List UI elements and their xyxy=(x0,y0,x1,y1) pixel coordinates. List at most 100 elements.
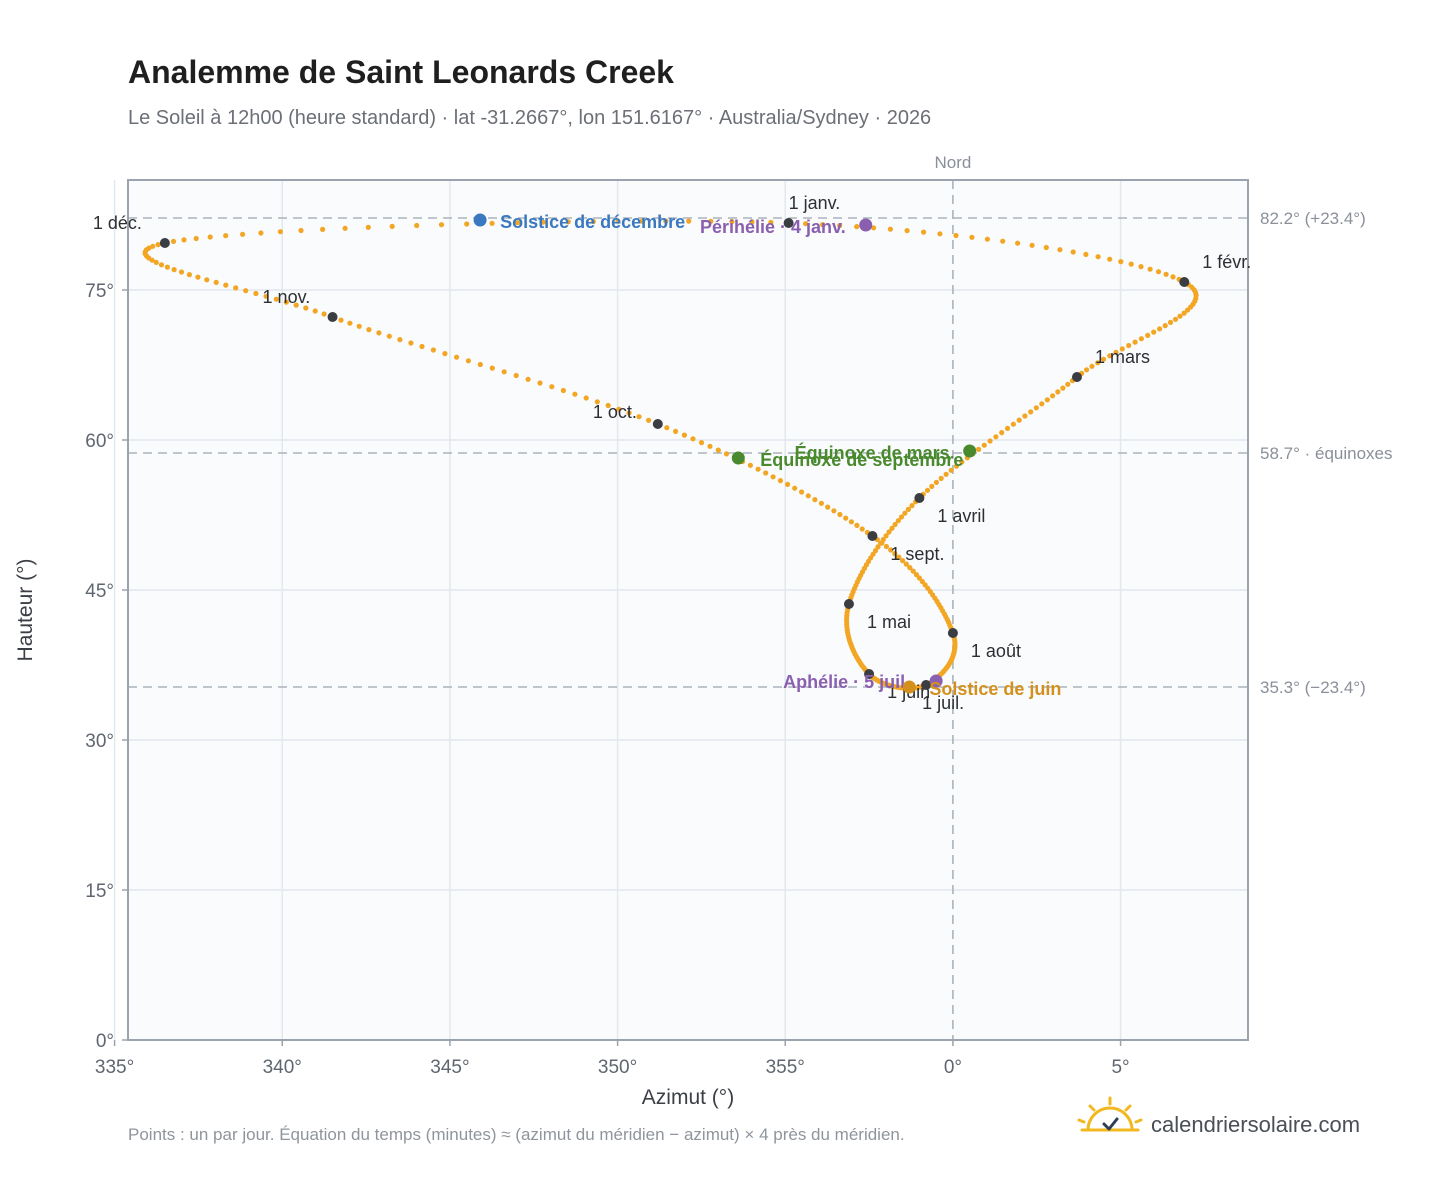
daily-sun-point xyxy=(749,219,755,225)
daily-sun-point xyxy=(164,264,170,270)
daily-sun-point xyxy=(909,503,915,509)
month-marker xyxy=(843,599,854,609)
chart-title: Analemme de Saint Leonards Creek xyxy=(128,54,674,90)
daily-sun-point xyxy=(837,511,843,518)
daily-sun-point xyxy=(943,471,949,477)
daily-sun-point xyxy=(892,551,898,557)
daily-sun-point xyxy=(1004,425,1011,431)
daily-sun-point xyxy=(673,428,679,434)
daily-sun-point xyxy=(616,406,622,412)
month-marker xyxy=(864,669,875,679)
daily-sun-point xyxy=(312,308,318,314)
daily-sun-point xyxy=(204,277,210,283)
daily-sun-point xyxy=(615,218,621,224)
daily-sun-point xyxy=(646,417,652,423)
daily-sun-point xyxy=(1151,329,1157,335)
event-label: Solstice de décembre xyxy=(500,212,685,232)
daily-sun-point xyxy=(277,229,283,235)
daily-sun-point xyxy=(1083,251,1089,257)
month-marker xyxy=(921,680,932,690)
daily-sun-point xyxy=(1065,381,1071,387)
daily-sun-point xyxy=(879,540,885,546)
daily-sun-point xyxy=(150,243,156,249)
reference-line-label: 35.3° (−23.4°) xyxy=(1260,678,1366,697)
daily-sun-point xyxy=(298,227,304,234)
daily-sun-point xyxy=(883,533,889,539)
daily-sun-point xyxy=(910,568,916,574)
event-label: Périhélie · 4 janv. xyxy=(700,217,846,237)
daily-sun-point xyxy=(1089,363,1095,369)
x-tick-label: 0° xyxy=(944,1057,962,1078)
y-tick-label: 30° xyxy=(85,731,114,752)
daily-sun-point xyxy=(514,220,521,226)
event-label: Équinoxe de mars xyxy=(795,442,950,463)
daily-sun-point xyxy=(854,224,860,230)
daily-sun-point xyxy=(763,470,769,476)
daily-sun-point xyxy=(1095,254,1101,260)
reference-lines: 82.2° (+23.4°) 58.7° · équinoxes 35.3° (−2… xyxy=(128,209,1393,697)
daily-sun-point xyxy=(937,231,943,237)
daily-sun-point xyxy=(153,259,159,265)
daily-sun-point xyxy=(831,508,837,514)
daily-sun-point xyxy=(1101,356,1107,362)
daily-sun-point xyxy=(223,233,229,239)
daily-sun-point xyxy=(1181,310,1187,316)
daily-sun-point xyxy=(1107,353,1113,359)
daily-sun-point xyxy=(859,526,865,532)
month-marker xyxy=(783,218,794,228)
event-label: Équinoxe de septembre xyxy=(760,449,963,470)
daily-sun-point xyxy=(888,547,894,553)
daily-sun-point xyxy=(253,290,259,297)
daily-sun-point xyxy=(1128,261,1134,267)
daily-sun-point xyxy=(987,438,993,444)
event-marker xyxy=(473,213,487,227)
daily-sun-point xyxy=(240,231,246,237)
daily-sun-point xyxy=(805,493,811,499)
daily-sun-point xyxy=(1155,269,1162,275)
daily-sun-point xyxy=(605,402,611,409)
daily-sun-point xyxy=(1145,332,1151,338)
daily-sun-point xyxy=(303,305,309,311)
daily-sun-point xyxy=(921,229,927,235)
month-marker xyxy=(1179,277,1190,287)
daily-sun-point xyxy=(902,510,908,516)
daily-sun-point xyxy=(283,299,289,305)
daily-sun-point xyxy=(1170,274,1176,280)
daily-sun-point xyxy=(258,230,264,236)
daily-sun-point xyxy=(933,479,940,485)
daily-sun-point xyxy=(158,262,165,268)
daily-sun-point xyxy=(907,565,913,571)
chart-subtitle: Le Soleil à 12h00 (heure standard) · lat… xyxy=(128,107,931,129)
daily-sun-point xyxy=(376,330,382,336)
daily-sun-point xyxy=(178,269,185,275)
x-tick-label: 350° xyxy=(598,1057,637,1078)
daily-sun-point xyxy=(903,561,909,567)
daily-sun-point xyxy=(338,317,344,323)
daily-sun-point xyxy=(386,333,392,339)
north-label: Nord xyxy=(934,153,971,172)
daily-sun-point xyxy=(549,384,555,390)
daily-sun-point xyxy=(792,485,798,491)
daily-sun-point xyxy=(1000,238,1006,244)
daily-sun-point xyxy=(1039,401,1045,407)
event-marker xyxy=(963,444,977,458)
daily-sun-point xyxy=(929,483,935,489)
daily-sun-point xyxy=(883,543,890,550)
month-marker xyxy=(159,238,170,248)
event-markers: Solstice de décembre Périhélie · 4 janv. É… xyxy=(473,212,1061,699)
daily-sun-point xyxy=(356,323,362,329)
y-axis-ticks: 0° 15° 30° 45° 60° 75° xyxy=(85,281,128,1052)
daily-sun-point xyxy=(898,514,905,520)
daily-sun-point xyxy=(489,220,495,226)
daily-sun-point xyxy=(537,380,543,386)
daily-sun-point xyxy=(347,320,353,326)
daily-sun-point xyxy=(825,504,831,510)
daily-sun-point xyxy=(1172,316,1179,322)
daily-sun-point xyxy=(690,436,696,442)
daily-sun-point xyxy=(1060,385,1066,391)
daily-sun-point xyxy=(419,343,425,350)
daily-sun-point xyxy=(1029,242,1035,248)
daily-sun-point xyxy=(273,296,279,302)
daily-sun-point xyxy=(560,387,567,394)
